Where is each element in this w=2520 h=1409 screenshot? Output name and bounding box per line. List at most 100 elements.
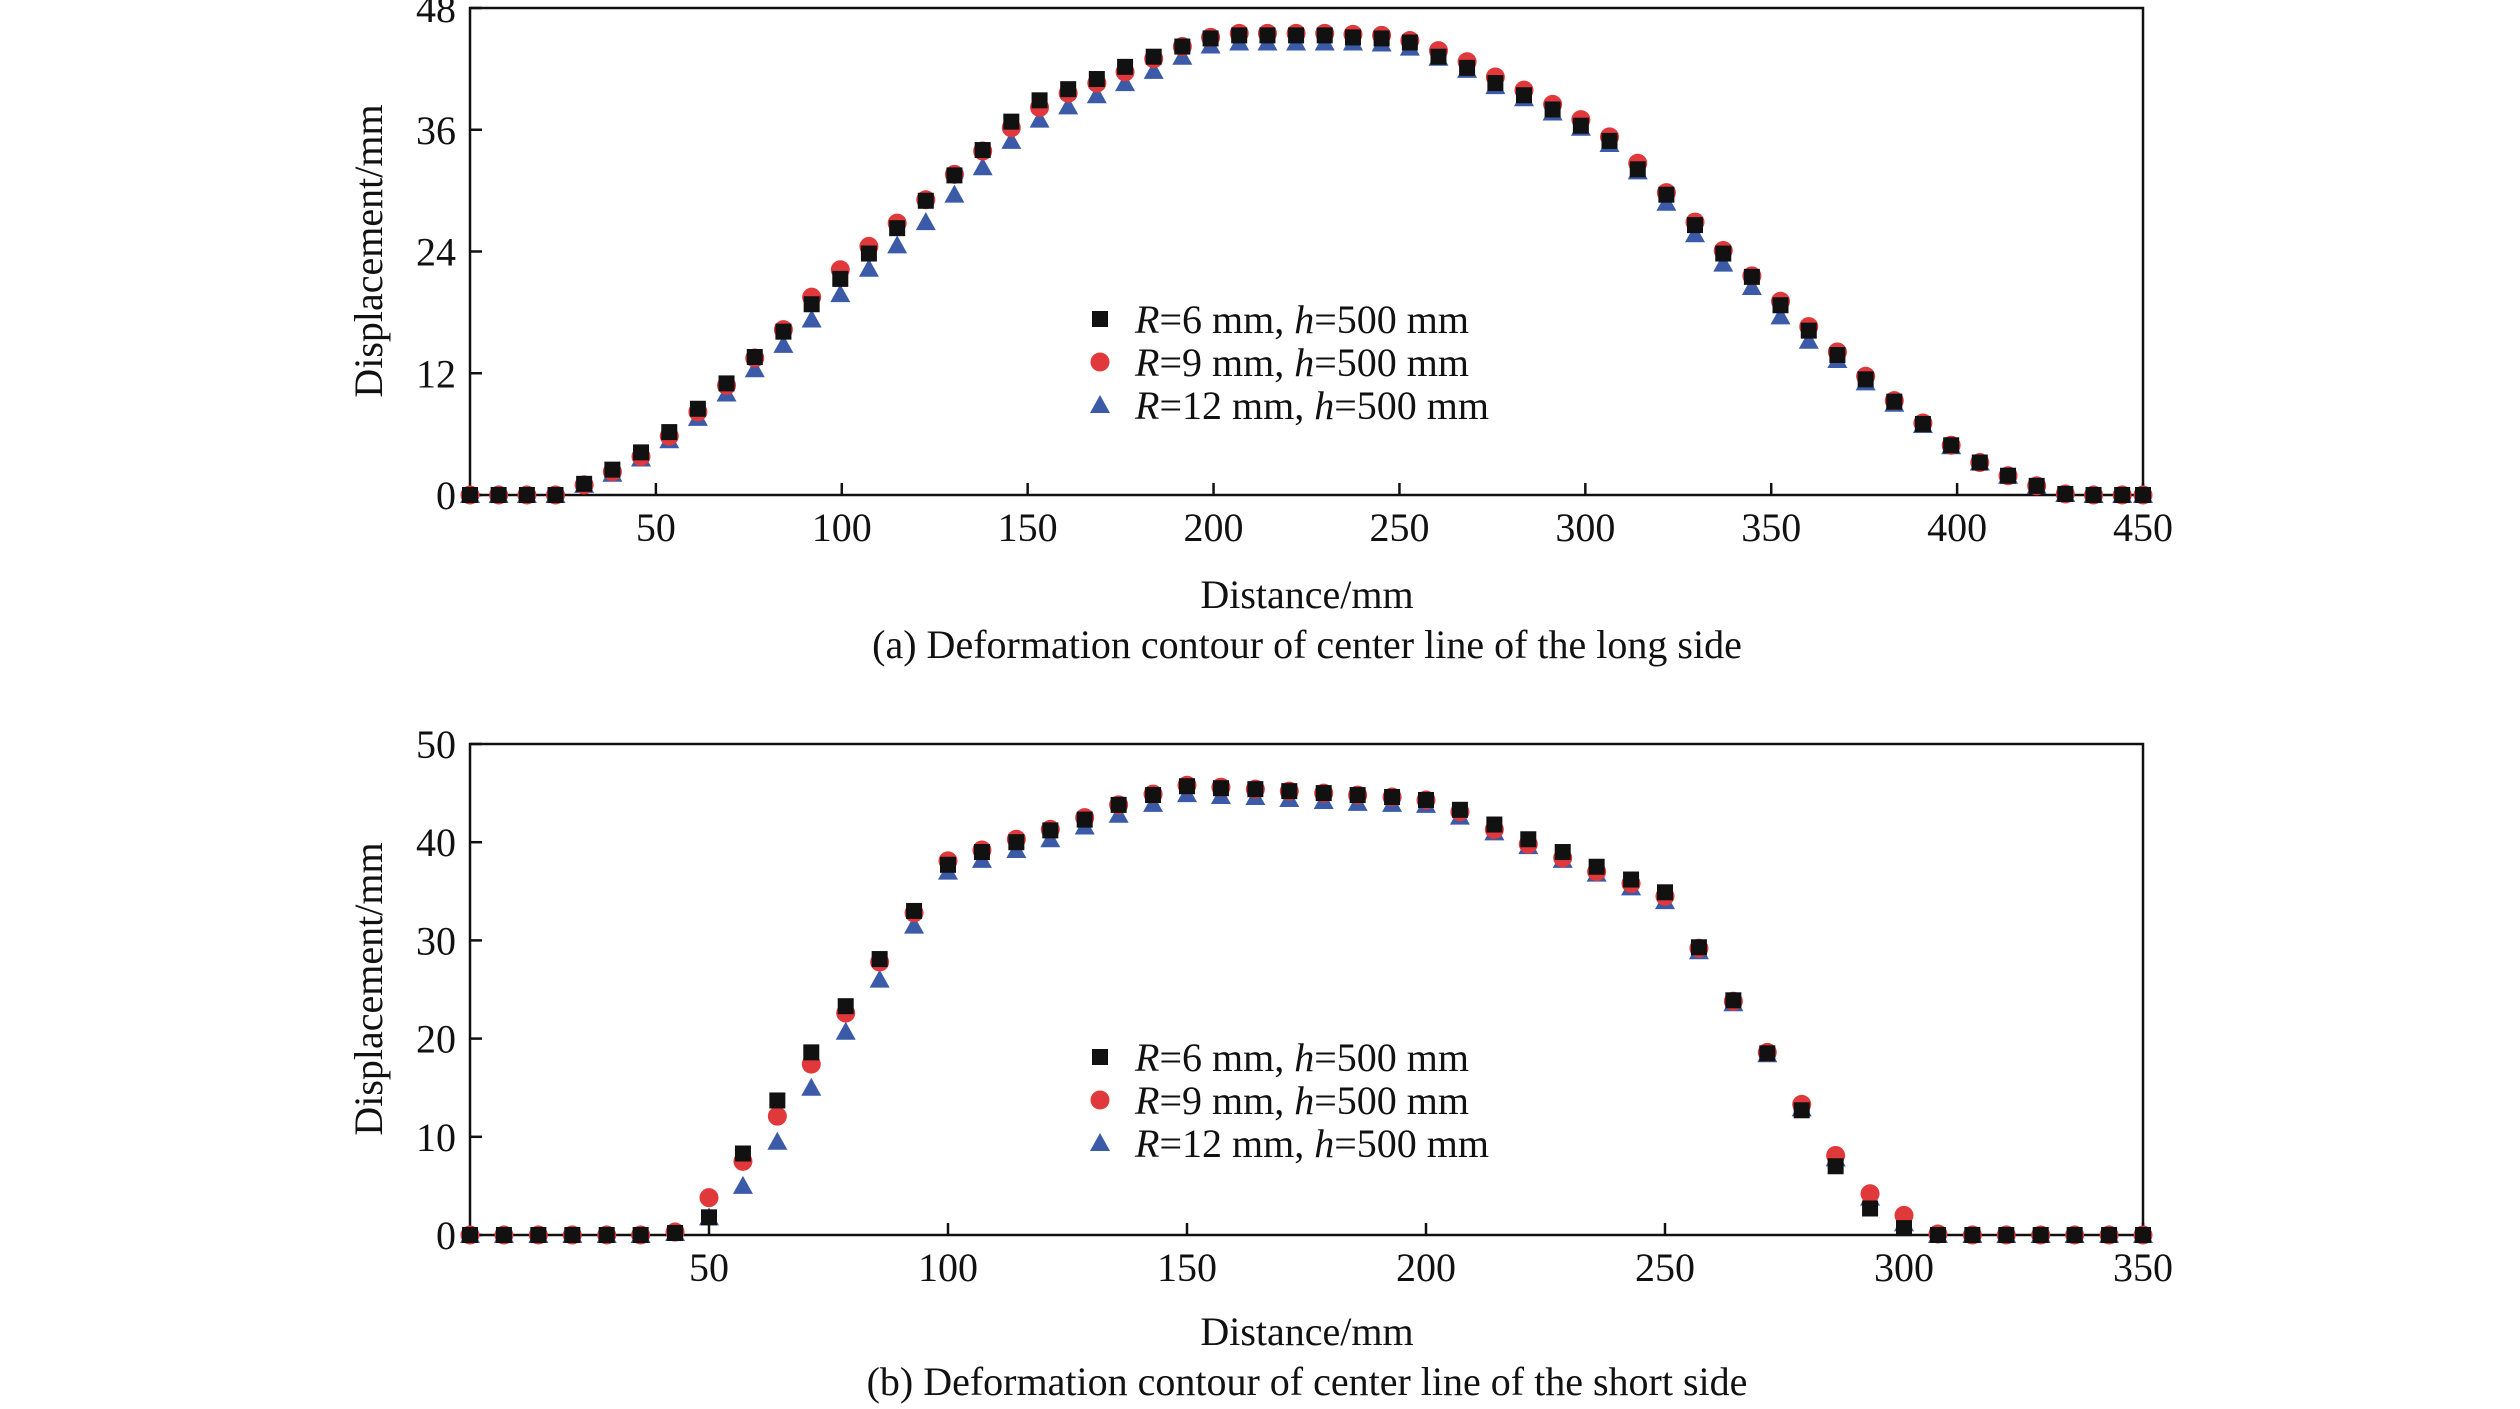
data-point: [495, 1227, 512, 1243]
data-point: [1029, 109, 1050, 128]
data-point: [1857, 371, 1874, 388]
data-point: [661, 424, 678, 441]
data-point: [1145, 787, 1162, 804]
data-point: [1896, 1220, 1912, 1237]
x-tick-label: 300: [1874, 1245, 1934, 1290]
x-tick-label: 150: [998, 505, 1058, 550]
data-point: [1174, 38, 1191, 55]
data-point: [1145, 48, 1162, 65]
x-tick-label: 300: [1555, 505, 1615, 550]
x-tick-label: 200: [1396, 1245, 1456, 1290]
data-point: [598, 1227, 615, 1243]
data-point: [699, 1188, 719, 1208]
x-tick-labels-b: 50 100 150 200 250 300 350: [689, 1245, 2173, 1290]
data-point: [490, 487, 507, 503]
series-triangle: [460, 784, 2153, 1243]
data-point: [860, 245, 877, 262]
data-point: [803, 1044, 820, 1061]
data-point: [1770, 306, 1791, 325]
legend-marker-triangle: [1090, 1133, 1110, 1151]
data-point: [1373, 30, 1390, 47]
data-point: [835, 1021, 856, 1040]
data-point: [2085, 487, 2102, 503]
data-point: [1623, 871, 1640, 888]
data-point: [576, 475, 593, 492]
data-point: [1862, 1200, 1879, 1217]
y-tick-label: 50: [416, 722, 456, 767]
y-tick-label: 0: [436, 473, 456, 518]
data-point: [887, 235, 908, 254]
chart-short-side: 50 100 150 200 250 300 350 0 10 20 30 40 50 R=6 mm,…: [346, 722, 2173, 1404]
data-point: [1231, 27, 1248, 44]
data-point: [801, 1077, 822, 1096]
legend-marker-square: [1092, 311, 1108, 327]
data-points-b: [460, 775, 2153, 1245]
data-point: [1629, 161, 1646, 178]
legend-a: R=6 mm, h=500 mmR=9 mm, h=500 mmR=12 mm,…: [1090, 297, 1489, 428]
data-point: [667, 1225, 684, 1242]
data-point: [801, 309, 822, 328]
data-point: [2101, 1227, 2118, 1243]
data-point: [701, 1209, 717, 1226]
x-tick-label: 350: [2113, 1245, 2173, 1290]
data-point: [1964, 1227, 1981, 1243]
data-point: [1687, 217, 1704, 234]
data-point: [1001, 130, 1022, 149]
y-tick-labels-a: 0 12 24 36 48: [416, 0, 456, 518]
x-axis-title-b: Distance/mm: [1200, 1309, 1413, 1354]
series-square: [462, 27, 2151, 503]
data-point: [1076, 811, 1093, 828]
data-point: [1998, 1227, 2015, 1243]
data-point: [946, 167, 963, 184]
legend-label: R=9 mm, h=500 mm: [1134, 340, 1469, 385]
y-tick-label: 0: [436, 1213, 456, 1258]
x-tick-label: 200: [1184, 505, 1244, 550]
data-point: [2066, 1227, 2083, 1243]
data-point: [1572, 117, 1589, 134]
data-point: [1725, 992, 1742, 1009]
caption-b: (b) Deformation contour of center line o…: [867, 1359, 1748, 1404]
data-point: [1685, 224, 1706, 243]
data-point: [1008, 834, 1025, 851]
data-point: [689, 400, 706, 417]
data-point: [1601, 132, 1618, 149]
data-point: [1914, 415, 1931, 432]
data-point: [832, 270, 849, 287]
data-point: [1247, 781, 1264, 798]
x-axis-title-a: Distance/mm: [1200, 572, 1413, 617]
data-point: [1349, 787, 1366, 804]
data-point: [1894, 1205, 1914, 1225]
legend-label: R=12 mm, h=500 mm: [1134, 1121, 1489, 1166]
data-point: [1384, 789, 1401, 806]
data-point: [1058, 96, 1079, 115]
data-point: [1743, 268, 1760, 285]
data-point: [2057, 485, 2074, 502]
data-point: [837, 998, 854, 1015]
data-point: [773, 334, 794, 353]
data-point: [906, 902, 923, 919]
data-point: [1759, 1045, 1776, 1062]
data-point: [1515, 87, 1532, 104]
data-point: [1344, 29, 1361, 46]
data-point: [1281, 783, 1298, 800]
data-point: [1316, 27, 1333, 44]
data-point: [1741, 277, 1762, 296]
data-point: [1772, 297, 1789, 314]
data-point: [2028, 477, 2045, 494]
data-point: [1430, 48, 1447, 65]
data-point: [1713, 253, 1734, 272]
data-point: [732, 1175, 753, 1194]
data-point: [1117, 58, 1134, 75]
x-tick-label: 250: [1369, 505, 1429, 550]
data-point: [2135, 487, 2151, 503]
y-tick-label: 40: [416, 820, 456, 865]
data-point: [2135, 1227, 2151, 1243]
data-point: [1520, 831, 1537, 848]
data-point: [734, 1145, 751, 1162]
x-tick-labels-a: 50 100 150 200 250 300 350 400 450: [636, 505, 2173, 550]
legend-label: R=6 mm, h=500 mm: [1134, 1035, 1469, 1080]
data-point: [1060, 81, 1077, 98]
series-square: [462, 778, 2151, 1243]
data-point: [1886, 393, 1903, 410]
